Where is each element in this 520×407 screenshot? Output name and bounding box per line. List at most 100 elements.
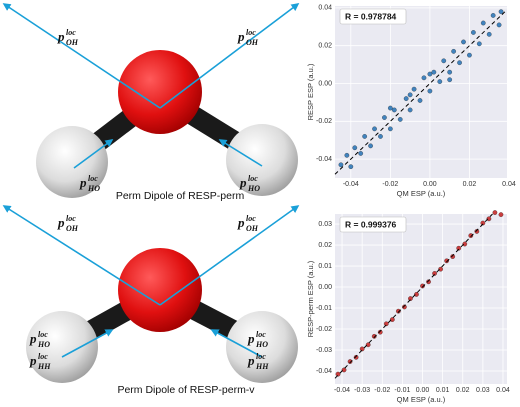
point <box>480 220 486 226</box>
x-tick-label: -0.01 <box>394 387 410 394</box>
point <box>391 107 397 113</box>
x-tick-label: 0.00 <box>416 387 430 394</box>
label-base: p <box>29 331 37 346</box>
x-tick-label: 0.00 <box>423 181 437 188</box>
x-axis-label: QM ESP (a.u.) <box>397 189 446 198</box>
y-tick-label: -0.02 <box>316 326 332 333</box>
label-sup: loc <box>66 28 76 37</box>
point <box>353 354 359 360</box>
annotation: R = 0.999376 <box>345 219 397 229</box>
point <box>431 69 437 75</box>
label-base: p <box>239 175 247 190</box>
y-tick-label: -0.03 <box>316 347 332 354</box>
label-sup: loc <box>88 174 98 183</box>
point <box>457 60 462 66</box>
label-base: p <box>57 29 65 44</box>
annotation: R = 0.978784 <box>345 11 397 21</box>
point <box>368 143 373 149</box>
point <box>359 346 365 352</box>
y-tick-label: 0.02 <box>318 43 332 50</box>
point <box>447 77 453 83</box>
point <box>441 58 447 64</box>
point <box>490 13 496 18</box>
y-tick-label: -0.04 <box>316 156 332 163</box>
label-base: p <box>237 215 245 230</box>
point <box>492 210 498 215</box>
scatter-chart: -0.04 -0.02 0.00 0.02 0.04 -0.04 -0.02 0.00 0.02… <box>306 5 516 198</box>
y-tick-label: 0.02 <box>318 242 332 249</box>
point <box>486 32 492 37</box>
label-sup: loc <box>38 330 48 339</box>
point <box>456 245 462 251</box>
label-sub: OH <box>246 38 259 47</box>
point <box>383 321 389 327</box>
point <box>377 329 383 335</box>
point <box>427 88 433 94</box>
point <box>450 254 456 259</box>
label-sub: HH <box>255 362 269 371</box>
point <box>352 145 358 151</box>
point <box>496 22 502 28</box>
point <box>347 359 353 364</box>
label-sub: HH <box>37 362 51 371</box>
label-base: p <box>237 29 245 44</box>
label-sup: loc <box>246 214 256 223</box>
point <box>417 98 423 103</box>
y-tick-label: 0.04 <box>318 5 332 12</box>
x-tick-label: 0.04 <box>496 387 510 394</box>
x-tick-label: -0.02 <box>382 181 398 188</box>
point <box>365 342 371 348</box>
point <box>388 105 393 111</box>
point <box>498 212 504 217</box>
point <box>358 151 364 156</box>
point <box>396 308 401 314</box>
point <box>427 71 433 77</box>
point <box>335 371 341 377</box>
point <box>402 304 407 310</box>
point <box>414 292 419 297</box>
y-tick-label: 0.01 <box>318 263 332 270</box>
label-base: p <box>247 353 255 368</box>
label-sub: HO <box>255 340 268 349</box>
x-tick-label: 0.03 <box>476 387 490 394</box>
y-axis-label: RESP-perm ESP (a.u.) <box>306 260 315 337</box>
point <box>411 86 417 92</box>
point <box>476 41 482 47</box>
point <box>420 283 425 289</box>
molecule-top <box>2 3 300 198</box>
label-sup: loc <box>246 28 256 37</box>
label-sub: OH <box>246 224 259 233</box>
x-tick-label: -0.03 <box>354 387 370 394</box>
caption: Perm Dipole of RESP-perm <box>116 190 245 202</box>
point <box>486 216 492 222</box>
label-base: p <box>247 331 255 346</box>
y-tick-label: 0.03 <box>318 221 332 228</box>
caption: Perm Dipole of RESP-perm-v <box>117 384 255 396</box>
x-tick-label: -0.02 <box>374 387 390 394</box>
y-tick-label: 0.00 <box>318 284 332 291</box>
x-axis-label: QM ESP (a.u.) <box>397 395 446 404</box>
label-sup: loc <box>38 352 48 361</box>
label-sub: OH <box>66 38 79 47</box>
label-base: p <box>29 353 37 368</box>
point <box>362 134 368 139</box>
label-sup: loc <box>66 214 76 223</box>
identity-line <box>334 9 508 175</box>
point <box>461 39 466 45</box>
point <box>407 107 413 113</box>
point <box>447 69 453 75</box>
label-sup: loc <box>256 352 266 361</box>
scatter-chart: -0.04 -0.03 -0.02 -0.01 0.00 0.01 0.02 0.03 0.04… <box>306 210 510 404</box>
y-tick-label: -0.01 <box>316 305 332 312</box>
label-base: p <box>57 215 65 230</box>
label-sup: loc <box>248 174 258 183</box>
point <box>371 334 377 339</box>
point <box>341 367 347 373</box>
point <box>444 258 449 264</box>
y-tick-label: 0.00 <box>318 80 332 87</box>
label-base: p <box>79 175 87 190</box>
plot-area <box>335 214 507 384</box>
label-sub: OH <box>66 224 79 233</box>
y-tick-label: -0.02 <box>316 118 332 125</box>
